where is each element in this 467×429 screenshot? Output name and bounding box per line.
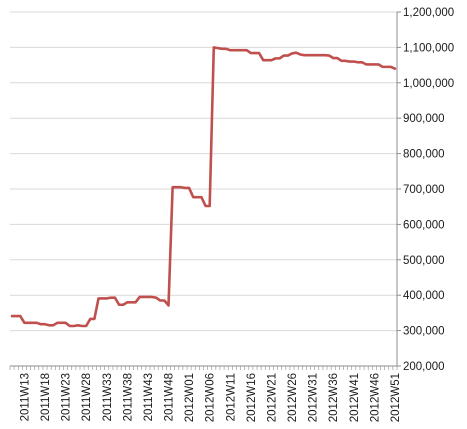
x-tick-label: 2011W33: [102, 373, 114, 421]
y-tick-label: 900,000: [403, 113, 445, 125]
x-tick-label: 2011W48: [164, 373, 176, 421]
x-tick-label: 2012W16: [246, 373, 258, 422]
x-tick-label: 2011W28: [81, 373, 93, 421]
y-tick-label: 500,000: [403, 255, 445, 267]
x-tick-label: 2012W01: [184, 373, 196, 422]
x-tick-label: 2012W26: [287, 373, 299, 422]
y-tick-label: 700,000: [403, 184, 445, 196]
y-tick-label: 1,000,000: [403, 78, 454, 90]
y-tick-label: 1,100,000: [403, 42, 454, 54]
y-tick-labels: 200,000 300,000 400,000 500,000 600,000 700,0…: [397, 7, 454, 373]
x-tick-label: 2012W11: [225, 373, 237, 421]
series-line: [10, 46, 397, 328]
y-tick-label: 400,000: [403, 290, 445, 302]
x-tick-label: 2011W13: [19, 373, 31, 421]
y-tick-label: 300,000: [403, 326, 445, 338]
y-tick-label: 800,000: [403, 149, 445, 161]
x-tick-label: 2012W31: [308, 373, 320, 422]
x-tick-label: 2011W43: [143, 373, 155, 421]
gridlines: [10, 11, 397, 332]
y-tick-label: 600,000: [403, 219, 445, 231]
x-tick-label: 2011W18: [40, 373, 52, 421]
x-tick-label: 2011W38: [122, 373, 134, 421]
x-tick-label: 2012W51: [390, 373, 402, 422]
x-tick-label: 2012W46: [369, 373, 381, 422]
x-tick-label: 2012W06: [205, 373, 217, 422]
x-tick-label: 2012W41: [349, 373, 361, 422]
x-tick-labels: 2011W13 2011W18 2011W23 2011W28 2011W33 2011W…: [19, 373, 402, 422]
x-tick-label: 2012W36: [328, 373, 340, 422]
x-tick-label: 2011W23: [61, 373, 73, 421]
y-tick-label: 1,200,000: [403, 7, 454, 19]
x-tick-marks: [9, 366, 398, 370]
x-tick-label: 2012W21: [266, 373, 278, 422]
y-tick-label: 200,000: [403, 361, 445, 373]
